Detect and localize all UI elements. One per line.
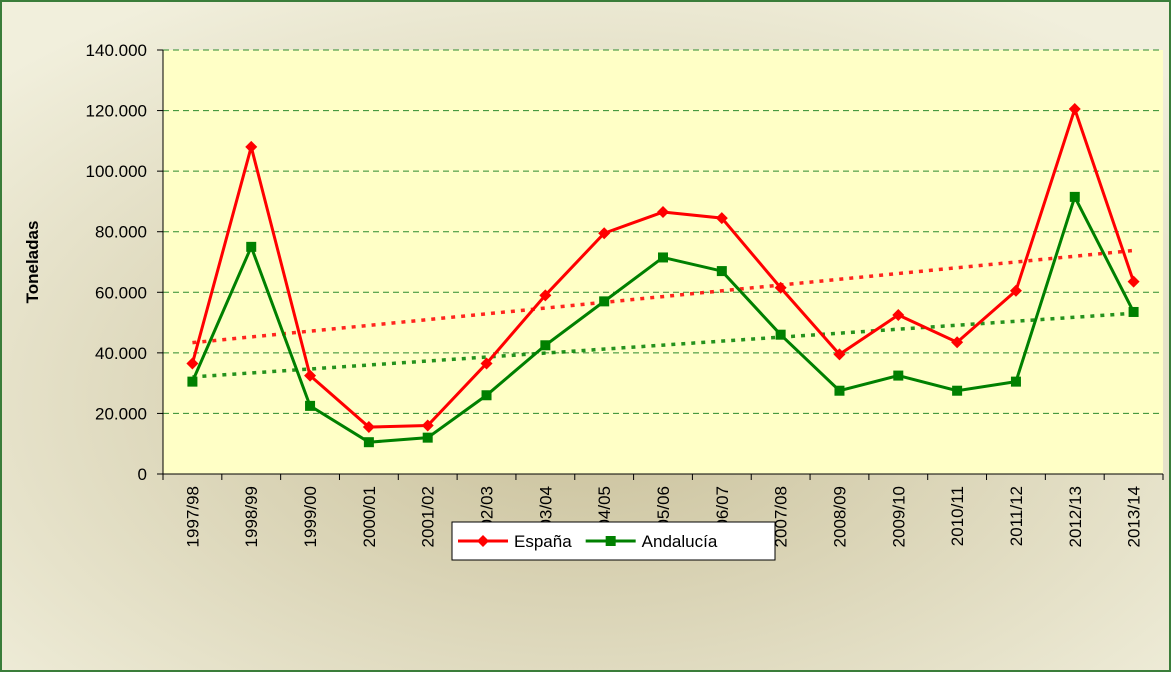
point [539, 289, 552, 302]
x-tick-label: 2012/13 [1066, 486, 1085, 547]
point [480, 357, 493, 370]
point [833, 348, 846, 361]
point [362, 421, 375, 434]
point [834, 385, 845, 396]
point [775, 329, 786, 340]
point [363, 437, 374, 448]
point [715, 212, 728, 225]
x-tick-label: 1998/99 [242, 486, 261, 547]
point [952, 385, 963, 396]
x-tick-label: 2013/14 [1125, 486, 1144, 547]
point [599, 296, 610, 307]
point [1127, 275, 1140, 288]
x-tick-label: 2001/02 [419, 486, 438, 547]
point [421, 419, 434, 432]
point [1069, 191, 1080, 202]
point [1010, 376, 1021, 387]
point [892, 309, 905, 321]
point [1128, 306, 1139, 317]
x-tick-label: 2008/09 [830, 486, 849, 547]
y-tick-label: 0 [138, 465, 147, 484]
point [305, 400, 316, 411]
point [187, 376, 198, 387]
point [893, 370, 904, 381]
point [186, 357, 199, 370]
x-tick-label: 1999/00 [301, 486, 320, 547]
legend-label: España [514, 532, 572, 551]
trend-line [192, 248, 1134, 345]
point [605, 536, 616, 546]
point [477, 535, 489, 547]
point [951, 336, 964, 349]
y-axis-title: Toneladas [23, 221, 42, 304]
x-tick-label: 2009/10 [889, 486, 908, 547]
y-tick-label: 140.000 [86, 41, 147, 60]
y-tick-label: 80.000 [95, 223, 147, 242]
x-tick-label: 2007/08 [772, 486, 791, 547]
legend-label: Andalucía [642, 532, 718, 551]
trend-line [192, 311, 1134, 379]
point [540, 340, 551, 351]
x-tick-label: 2000/01 [360, 486, 379, 547]
y-tick-label: 60.000 [95, 283, 147, 302]
x-tick-label: 2011/12 [1007, 486, 1026, 546]
point [716, 266, 727, 277]
point [657, 206, 669, 219]
point [245, 140, 258, 153]
point [422, 432, 433, 443]
y-tick-label: 120.000 [86, 102, 147, 121]
point [658, 252, 668, 263]
point [1009, 284, 1022, 297]
point [304, 369, 317, 382]
x-tick-label: 2010/11 [948, 486, 967, 546]
y-tick-label: 20.000 [95, 404, 147, 423]
point [598, 227, 611, 240]
point [1068, 103, 1081, 116]
x-tick-label: 1997/98 [183, 486, 202, 547]
y-tick-label: 100.000 [86, 162, 147, 181]
point [246, 241, 257, 252]
y-tick-label: 40.000 [95, 344, 147, 363]
point [774, 281, 787, 294]
point [481, 390, 492, 401]
